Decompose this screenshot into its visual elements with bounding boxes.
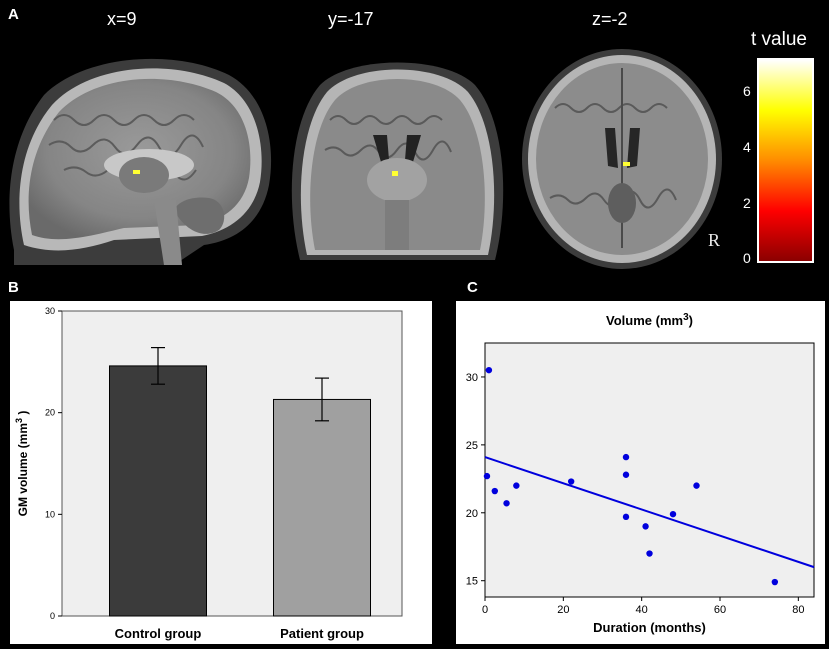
axial-brain-image: [522, 49, 722, 269]
x-tick-label: 0: [482, 604, 488, 616]
y-tick-label: 15: [466, 576, 478, 588]
x-tick-label: 40: [636, 604, 648, 616]
panel-a-letter: A: [8, 6, 19, 23]
slice-label-sagittal: x=9: [107, 9, 137, 29]
y-axis-label: GM volume (mm3 ): [14, 411, 30, 517]
x-tick-label: 80: [792, 604, 804, 616]
coronal-brain-image: [291, 62, 504, 260]
y-tick-label: 25: [466, 440, 478, 452]
colorbar: [757, 58, 814, 263]
data-point: [622, 453, 630, 461]
sagittal-brain-image: [9, 58, 272, 265]
orientation-right-label: R: [708, 230, 721, 250]
y-tick-label: 30: [466, 372, 478, 384]
panel-b-letter: B: [8, 279, 19, 296]
colorbar-tick-0: 0: [743, 250, 751, 266]
data-point: [513, 482, 520, 489]
panel-c-chart: Volume (mm3) 15 20 25 30 0 20 40 60 80 Duration (m…: [456, 301, 825, 644]
data-point: [567, 478, 575, 485]
bar: [273, 398, 371, 617]
bar: [109, 365, 207, 617]
data-point: [622, 471, 630, 478]
data-point: [642, 523, 649, 530]
x-category-label: Control group: [115, 626, 202, 641]
panel-b-chart: 0 10 20 30 Control group Patient group GM volu…: [10, 301, 432, 644]
data-point: [485, 366, 493, 374]
chart-title: Volume (mm3): [606, 312, 693, 328]
panel-c-letter: C: [467, 279, 478, 296]
data-point: [491, 487, 498, 495]
colorbar-tick-6: 6: [743, 83, 751, 99]
data-point: [771, 578, 779, 586]
x-tick-label: 20: [557, 604, 569, 616]
regression-line: [484, 456, 815, 569]
data-point: [669, 510, 677, 518]
data-point: [693, 482, 700, 489]
x-category-label: Patient group: [280, 626, 364, 641]
colorbar-tick-2: 2: [743, 195, 751, 211]
data-point: [646, 550, 653, 557]
data-point: [483, 472, 491, 480]
scatter-chart-svg: Volume (mm3) 15 20 25 30 0 20 40 60 80 Duration (m…: [466, 312, 815, 635]
y-tick-label: 20: [466, 508, 478, 520]
axial-activation: [623, 162, 630, 166]
sagittal-activation: [133, 170, 140, 174]
plot-area: [484, 342, 815, 598]
coronal-activation: [392, 171, 398, 176]
x-tick-label: 60: [714, 604, 726, 616]
bar-chart-svg: 0 10 20 30 Control group Patient group GM volu…: [14, 306, 403, 641]
y-tick-label: 20: [45, 408, 55, 418]
slice-label-coronal: y=-17: [328, 9, 374, 29]
data-point: [622, 513, 630, 521]
y-tick-label: 10: [45, 509, 55, 519]
data-point: [503, 500, 510, 507]
colorbar-title: t value: [751, 29, 807, 50]
y-tick-label: 30: [45, 306, 55, 316]
colorbar-tick-4: 4: [743, 139, 751, 155]
x-axis-label: Duration (months): [593, 620, 706, 635]
slice-label-axial: z=-2: [592, 9, 628, 29]
y-tick-label: 0: [50, 611, 55, 621]
